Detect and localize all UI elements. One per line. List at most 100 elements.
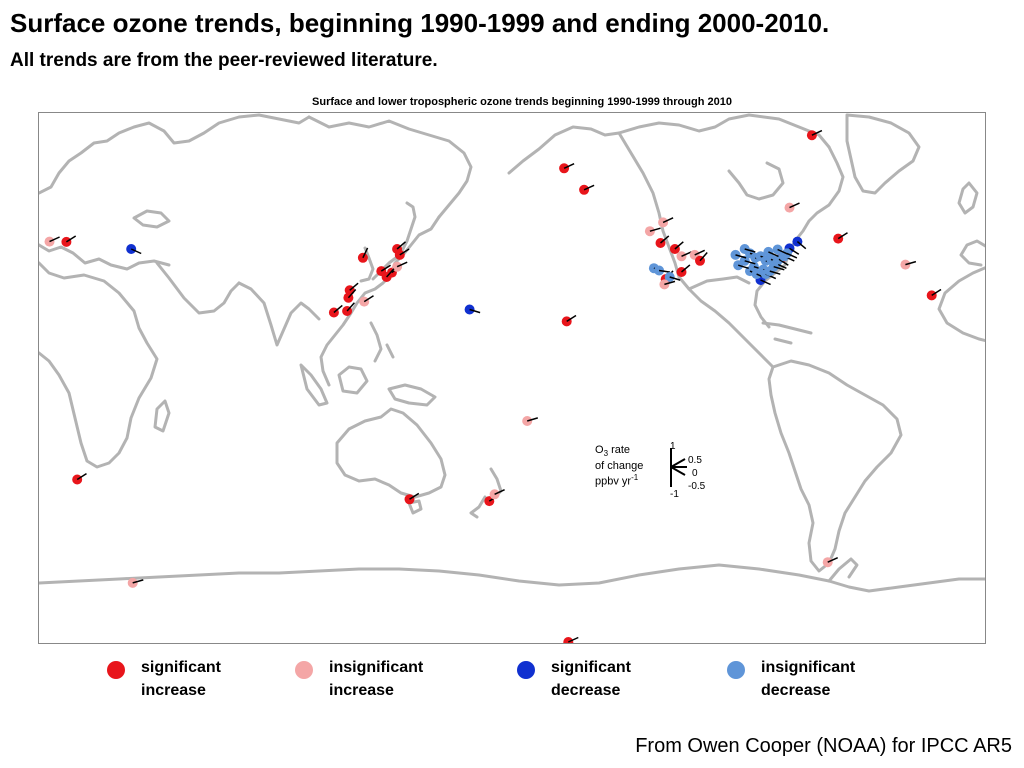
- legend-dot-significant-decrease: [517, 661, 535, 679]
- trend-arrow: [662, 217, 674, 224]
- coastline-gulf: [687, 275, 751, 291]
- legend-item-insignificant-increase: insignificant increase: [295, 656, 439, 702]
- coastline-mediterranean: [39, 243, 171, 271]
- scale-key-sup: -1: [631, 473, 639, 483]
- page-title: Surface ozone trends, beginning 1990-199…: [10, 8, 830, 38]
- trend-arrow: [49, 236, 60, 243]
- trend-arrow: [931, 288, 942, 297]
- trend-arrow: [681, 251, 692, 257]
- coastlines: [39, 113, 985, 593]
- coastline-greenland: [845, 113, 921, 195]
- trend-arrow: [563, 163, 575, 169]
- trend-arrow: [786, 252, 798, 259]
- trend-arrow: [347, 289, 357, 299]
- trend-arrow: [130, 248, 142, 255]
- coastline-tasmania: [407, 499, 423, 515]
- trend-arrow: [469, 308, 481, 314]
- trend-arrow: [811, 129, 823, 136]
- coastline-europe: [39, 113, 311, 195]
- trend-arrow: [566, 314, 577, 323]
- trend-arrow: [735, 254, 747, 259]
- trend-arrow: [399, 248, 410, 256]
- legend-label-line1: significant: [551, 659, 632, 676]
- trend-arrow: [789, 202, 800, 209]
- scale-key-line2: of change: [595, 460, 644, 473]
- scale-key-units: ppbv yr: [595, 475, 632, 488]
- legend-item-insignificant-decrease: insignificant decrease: [727, 656, 871, 702]
- trend-arrow: [494, 489, 505, 495]
- map-title: Surface and lower tropospheric ozone tre…: [312, 96, 732, 108]
- coastline-madagascar: [153, 399, 171, 433]
- station-markers: [44, 129, 942, 643]
- trend-arrow: [386, 268, 395, 278]
- trend-arrow: [669, 276, 681, 281]
- legend-item-significant-increase: significant increase: [107, 656, 251, 702]
- coastline-philippines: [369, 321, 395, 363]
- trend-arrow: [583, 184, 595, 191]
- trend-arrow: [567, 636, 579, 643]
- trend-arrow: [664, 280, 676, 286]
- trend-arrow: [65, 235, 77, 243]
- legend-dot-insignificant-increase: [295, 661, 313, 679]
- trend-arrow: [777, 248, 789, 255]
- coastline-arabia: [155, 261, 241, 315]
- coastline-japan: [371, 201, 417, 281]
- trend-arrow: [649, 227, 661, 232]
- legend-label-line1: insignificant: [329, 659, 424, 676]
- legend-label-line2: decrease: [551, 682, 621, 699]
- scale-key-rate: rate: [608, 444, 631, 456]
- trend-arrow: [694, 249, 706, 256]
- coastline-sumatra: [299, 363, 329, 407]
- scale-tick-neg-0-5: -0.5: [688, 481, 706, 492]
- coastline-australia: [335, 407, 447, 499]
- trend-arrow: [744, 248, 756, 253]
- scale-key-label: O3 rate of change ppbv yr-1: [595, 444, 643, 488]
- coastline-antarctic-peninsula: [827, 557, 859, 583]
- map-canvas: [39, 113, 985, 643]
- trend-arrow: [396, 261, 408, 268]
- trend-arrow: [681, 264, 691, 273]
- trend-arrow: [380, 264, 392, 272]
- station-insignificant-increase: [784, 202, 795, 213]
- scale-tick-1: 1: [670, 441, 676, 452]
- trend-arrow: [363, 295, 374, 303]
- legend-label-line2: increase: [141, 682, 206, 699]
- trend-arrow: [769, 270, 781, 275]
- trend-arrow: [773, 265, 785, 271]
- trend-arrow: [905, 260, 917, 266]
- station-insignificant-increase: [392, 261, 403, 272]
- trend-arrow: [789, 247, 800, 255]
- trend-arrow: [362, 247, 369, 259]
- coastline-africa: [39, 261, 159, 469]
- legend-label-line1: significant: [141, 659, 222, 676]
- legend-label-line1: insignificant: [761, 659, 856, 676]
- legend-label-line2: increase: [329, 682, 394, 699]
- legend-dot-significant-increase: [107, 661, 125, 679]
- scale-key-sub: 3: [603, 449, 609, 459]
- legend: significant increase insignificant increas…: [0, 656, 1024, 706]
- legend-label-line2: decrease: [761, 682, 831, 699]
- station-significant-increase: [833, 233, 844, 244]
- trend-arrow: [760, 279, 771, 286]
- coastline-africa-east-edge: [937, 266, 985, 343]
- trend-arrow: [396, 241, 406, 250]
- scale-key-glyph: [670, 448, 687, 487]
- trend-arrow: [827, 557, 839, 563]
- trend-arrow: [333, 304, 343, 314]
- trend-arrow: [660, 235, 670, 244]
- coastline-india: [237, 281, 321, 347]
- coastline-alaska: [507, 125, 621, 175]
- scale-tick-0-5: 0.5: [688, 455, 702, 466]
- coastline-na-west: [617, 131, 775, 369]
- trend-arrow: [778, 258, 789, 266]
- page-subtitle: All trends are from the peer-reviewed li…: [10, 50, 438, 71]
- coastline-east-asia: [319, 215, 441, 387]
- legend-dot-insignificant-decrease: [727, 661, 745, 679]
- trend-arrow: [346, 302, 355, 312]
- trend-arrow: [837, 232, 848, 240]
- trend-arrow: [349, 282, 359, 291]
- scale-tick-0: 0: [692, 468, 698, 479]
- coastline-siberia: [307, 115, 473, 219]
- station-significant-increase: [72, 474, 83, 485]
- scale-key-arrow-down: [670, 466, 686, 476]
